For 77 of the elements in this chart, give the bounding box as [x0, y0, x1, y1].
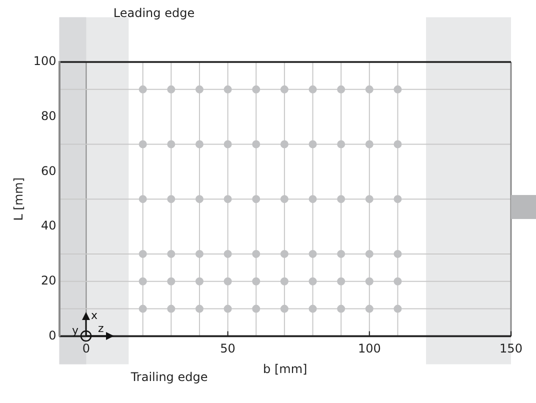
- y-tick-label: 60: [41, 164, 56, 178]
- point: [365, 195, 374, 204]
- x-tick-label: 100: [358, 342, 381, 356]
- annotation: x: [91, 309, 98, 322]
- point: [394, 195, 402, 204]
- point: [138, 304, 147, 313]
- point: [280, 85, 288, 94]
- x-axis-title: b [mm]: [263, 362, 308, 376]
- point: [167, 277, 176, 286]
- point: [195, 140, 204, 148]
- point: [394, 304, 402, 313]
- y-axis-title: L [mm]: [11, 177, 26, 221]
- point: [167, 140, 176, 148]
- point: [394, 85, 402, 94]
- y-tick-label: 40: [41, 218, 56, 233]
- point: [308, 140, 317, 148]
- point: [394, 140, 402, 148]
- y-tick-label: 80: [41, 108, 56, 123]
- point: [138, 85, 147, 94]
- point: [195, 195, 204, 204]
- point: [308, 304, 317, 313]
- point: [138, 140, 147, 148]
- annotation: y: [72, 324, 80, 338]
- x-tick-label: 150: [500, 342, 522, 356]
- point: [337, 250, 346, 258]
- point: [224, 250, 232, 258]
- point: [337, 195, 346, 204]
- x-tick-label: 50: [220, 342, 236, 356]
- point: [224, 304, 232, 313]
- point: [167, 250, 176, 258]
- point: [394, 277, 402, 286]
- point: [252, 304, 260, 313]
- point: [308, 85, 317, 94]
- point: [167, 304, 176, 313]
- point: [280, 277, 288, 286]
- y-tick-label: 100: [33, 54, 56, 68]
- point: [308, 195, 317, 204]
- point: [337, 304, 346, 313]
- point: [337, 140, 346, 148]
- y-tick-label: 0: [48, 328, 56, 342]
- point: [138, 195, 147, 204]
- point: [280, 140, 288, 148]
- point: [365, 250, 374, 258]
- point: [337, 85, 346, 94]
- chart-title: Leading edge: [113, 6, 195, 20]
- point: [365, 85, 374, 94]
- point: [138, 277, 147, 286]
- point: [195, 250, 204, 258]
- point: [280, 250, 288, 258]
- point: [365, 277, 374, 286]
- point: [252, 85, 260, 94]
- point: [252, 277, 260, 286]
- point: [252, 195, 260, 204]
- point: [195, 85, 204, 94]
- point: [308, 250, 317, 258]
- point: [224, 140, 232, 148]
- point: [138, 250, 147, 258]
- point: [394, 250, 402, 258]
- point: [167, 85, 176, 94]
- point: [195, 304, 204, 313]
- point: [224, 195, 232, 204]
- text: Trailing edge: [130, 370, 208, 384]
- point: [365, 140, 374, 148]
- point: [252, 140, 260, 148]
- x-tick-label: 0: [82, 342, 90, 356]
- point: [167, 195, 176, 204]
- y-tick-label: 20: [41, 273, 56, 288]
- point: [308, 277, 317, 286]
- point: [224, 85, 232, 94]
- point: [280, 304, 288, 313]
- point: [224, 277, 232, 286]
- point: [365, 304, 374, 313]
- point: [280, 195, 288, 204]
- point: [195, 277, 204, 286]
- point: [337, 277, 346, 286]
- annotation: z: [98, 322, 104, 336]
- point: [252, 250, 260, 258]
